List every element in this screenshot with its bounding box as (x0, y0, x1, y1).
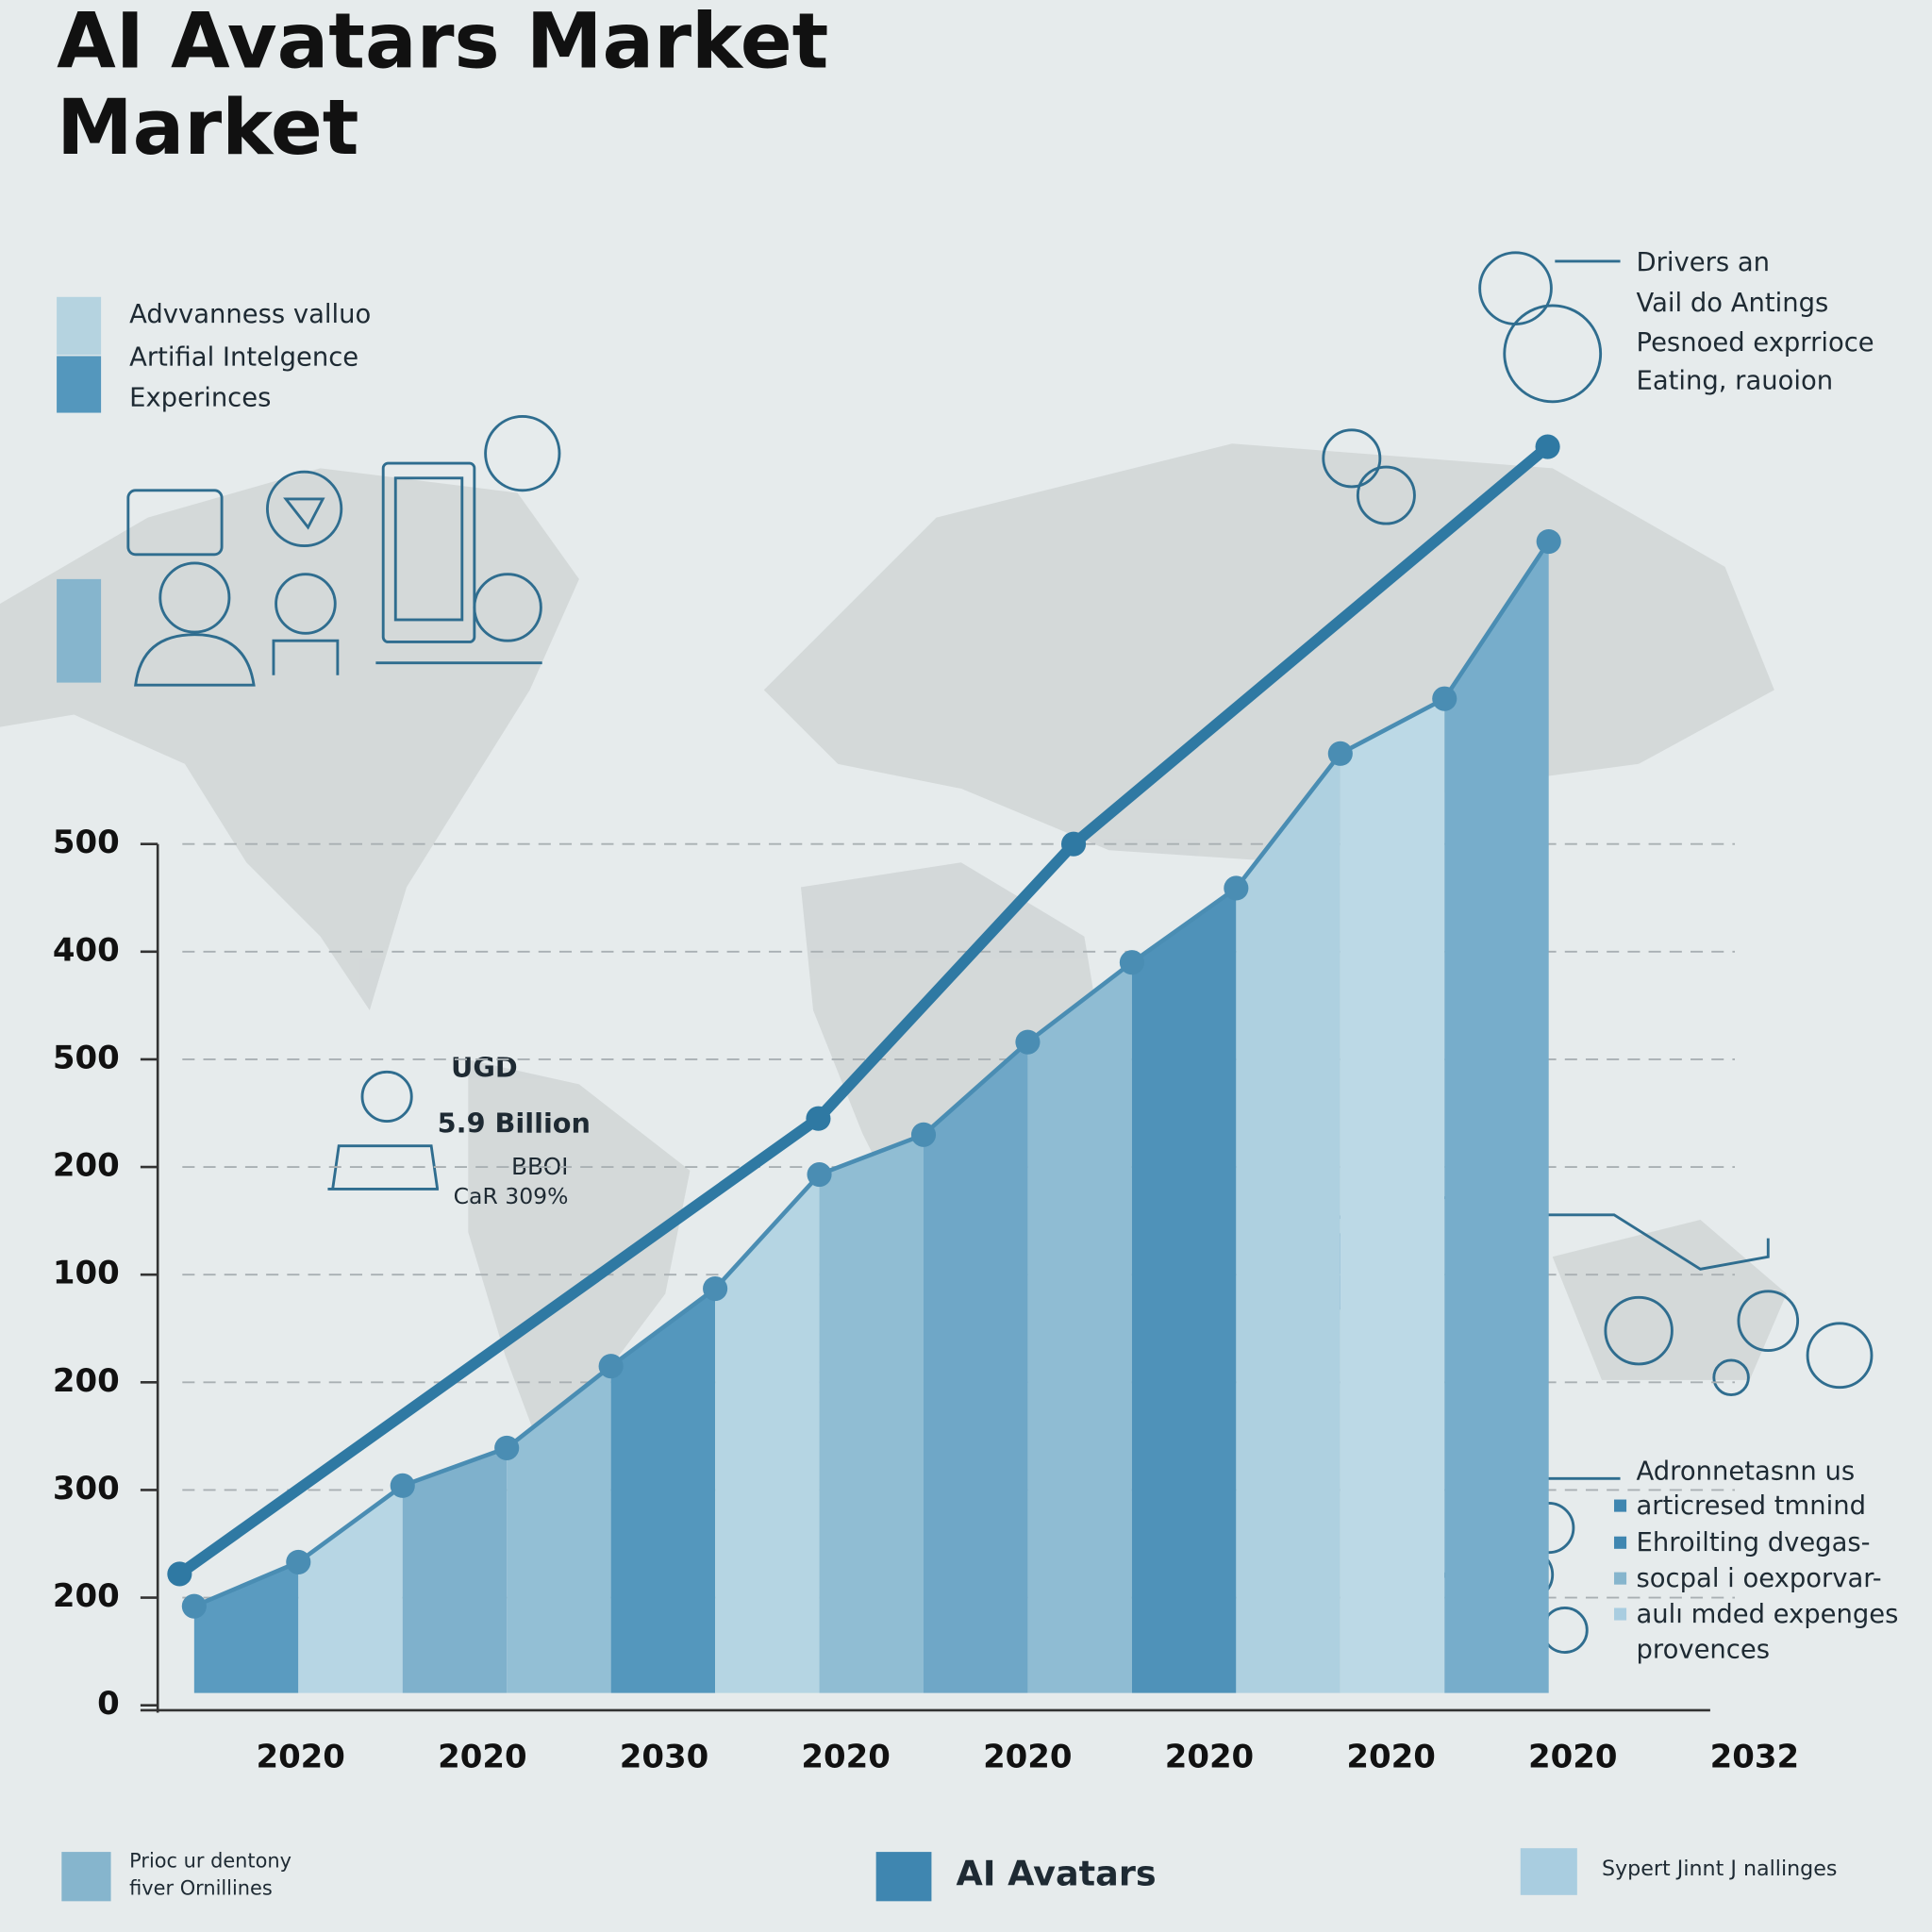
bar (819, 1134, 924, 1693)
y-tick-label: 300 (53, 1470, 120, 1507)
x-tick-label: 2032 (1710, 1738, 1799, 1775)
marker (1327, 741, 1353, 766)
marker (181, 1593, 207, 1619)
legend-swatch (1520, 1848, 1577, 1895)
marker (1015, 1029, 1041, 1055)
marker (1535, 434, 1560, 459)
y-tick-label: 400 (53, 931, 120, 969)
drivers-text: Eating, rauoion (1637, 366, 1834, 395)
marker (807, 1161, 832, 1188)
marker (494, 1435, 520, 1460)
x-tick-label: 2020 (1165, 1738, 1254, 1775)
legend-text: fiver Ornillines (129, 1876, 273, 1899)
legend-text: Advvanness valluo (129, 300, 371, 329)
legend-text: AI Avatars (957, 1853, 1157, 1893)
bullet (1614, 1607, 1627, 1621)
bar (193, 1561, 299, 1693)
bar (507, 1366, 611, 1693)
marker (286, 1549, 311, 1574)
bar (1027, 962, 1132, 1693)
y-tick-label: 100 (53, 1255, 120, 1292)
y-tick-label: 0 (97, 1685, 120, 1723)
bullet (1614, 1536, 1627, 1549)
bar (402, 1447, 508, 1693)
marker (598, 1354, 624, 1379)
x-tick-label: 2020 (256, 1738, 344, 1775)
notes-item: articresed tmnind (1637, 1491, 1866, 1521)
title: AI Avatars Market (57, 0, 828, 87)
annotation: UGD (451, 1052, 518, 1084)
y-tick-label: 500 (53, 1039, 120, 1076)
marker (1119, 950, 1144, 975)
legend-swatch (57, 296, 102, 356)
line (192, 540, 1551, 1608)
legend-swatch (875, 1852, 932, 1902)
legend-text: Sypert Jinnt J nallinges (1602, 1857, 1838, 1881)
annotation: 5.9 Billion (438, 1107, 591, 1139)
marker (703, 1275, 728, 1302)
bar (715, 1174, 820, 1693)
marker (390, 1473, 415, 1498)
bar (298, 1485, 403, 1693)
title: Market (57, 84, 358, 173)
x-tick-label: 2020 (1528, 1738, 1617, 1775)
notes-item: Ehroilting dvegas- (1637, 1528, 1871, 1557)
marker (1224, 875, 1249, 901)
x-tick-label: 2020 (1346, 1738, 1435, 1775)
x-tick-label: 2030 (620, 1738, 708, 1775)
y-tick-label: 200 (53, 1362, 120, 1400)
x-tick-label: 2020 (801, 1738, 890, 1775)
notes-item: aulı mded expenges (1637, 1600, 1899, 1629)
bar (1444, 541, 1549, 1693)
legend-text: Experinces (129, 384, 271, 413)
marker (167, 1561, 192, 1587)
drivers-text: Vail do Antings (1637, 289, 1829, 318)
drivers-text: Pesnoed exprrioce (1637, 328, 1874, 358)
legend-text: Artifial Intelgence (129, 343, 358, 373)
marker (1060, 831, 1087, 857)
bar (1236, 753, 1341, 1693)
bullet (1614, 1499, 1627, 1512)
bullet (1614, 1572, 1627, 1585)
bar (610, 1289, 716, 1693)
marker (1536, 528, 1561, 555)
marker (806, 1106, 831, 1131)
marker (1432, 686, 1457, 711)
notes-heading: Adronnetasnn us (1637, 1457, 1856, 1486)
line (175, 442, 1552, 1579)
notes-item: socpal i oexporvar- (1637, 1564, 1882, 1593)
x-tick-label: 2020 (983, 1738, 1072, 1775)
annotation: CaR 309% (454, 1183, 569, 1209)
y-tick-label: 500 (53, 824, 120, 861)
plot: 0 200 300 200 100 200 500 400 500 2020 2020 2030 202… (53, 434, 1799, 1775)
bar (923, 1041, 1028, 1693)
y-tick-label: 200 (53, 1577, 120, 1615)
y-tick-label: 200 (53, 1147, 120, 1185)
bar (1340, 698, 1445, 1693)
marker (910, 1122, 937, 1147)
legend-swatch (57, 356, 102, 413)
legend-swatch (61, 1852, 111, 1902)
legend-text: Prioc ur dentony (129, 1850, 291, 1873)
bar (1131, 888, 1237, 1693)
legend-swatch (57, 578, 102, 683)
x-tick-label: 2020 (438, 1738, 526, 1775)
drivers-text: Drivers an (1637, 248, 1771, 277)
notes-item: provences (1637, 1636, 1771, 1665)
